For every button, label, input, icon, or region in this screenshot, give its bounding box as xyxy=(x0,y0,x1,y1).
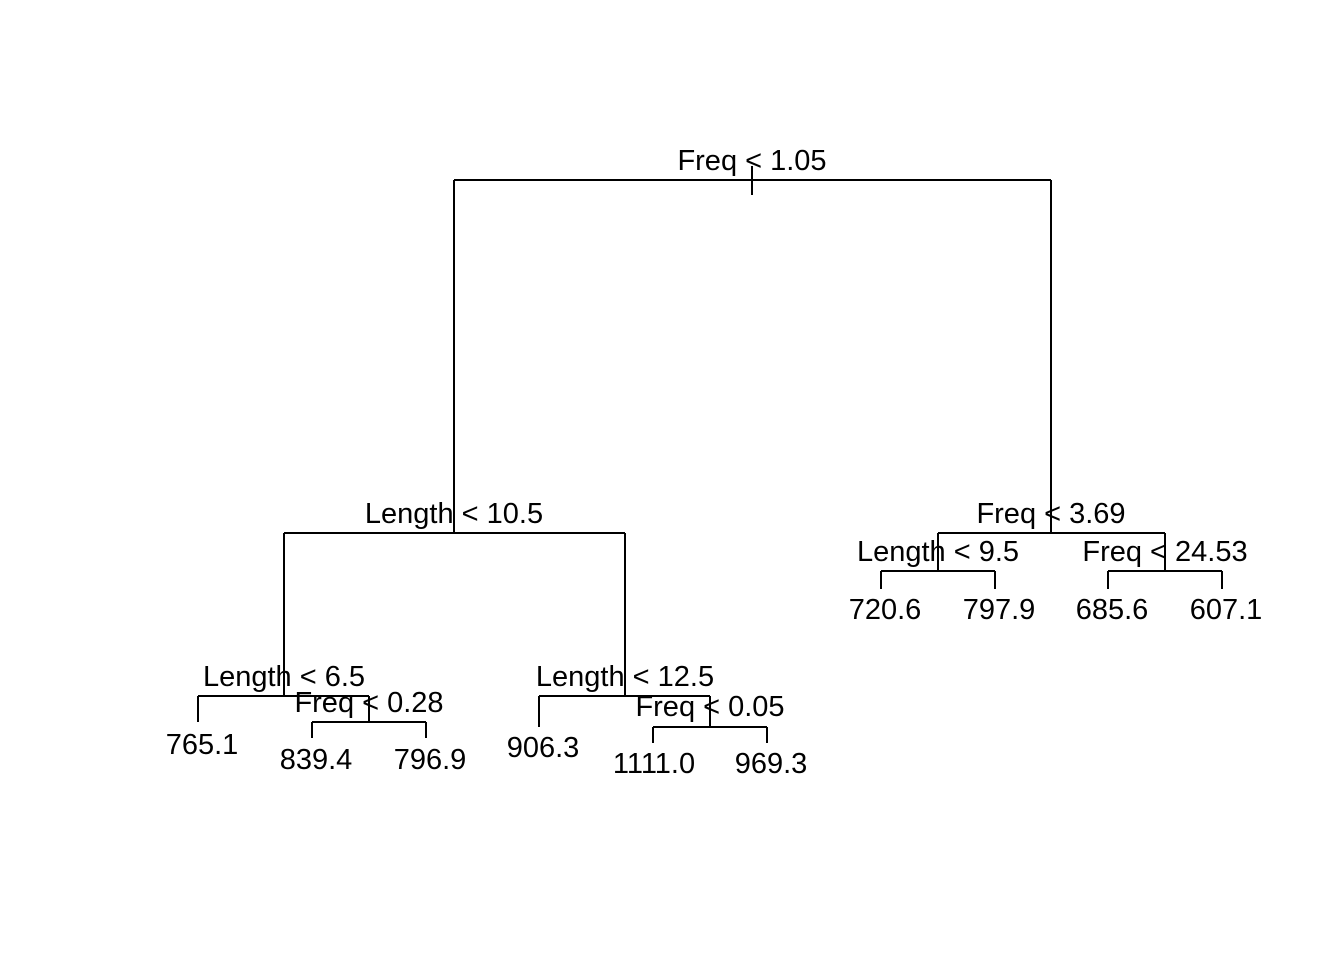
leaf-value: 607.1 xyxy=(1190,594,1263,626)
leaf-value: 796.9 xyxy=(394,744,467,776)
split-node-left-right: Length < 12.5 xyxy=(536,661,714,727)
split-label-left-left: Length < 6.5 xyxy=(203,661,365,693)
leaf-values: 765.1 839.4 796.9 906.3 1111.0 969.3 720… xyxy=(166,594,1263,780)
leaf-value: 906.3 xyxy=(507,732,580,764)
leaf-value: 1111.0 xyxy=(613,748,695,780)
split-node-left-right-right: Freq < 0.05 xyxy=(635,691,785,743)
split-label-root: Freq < 1.05 xyxy=(677,145,826,177)
split-node-right-left: Length < 9.5 xyxy=(857,536,1019,589)
leaf-value: 765.1 xyxy=(166,729,239,761)
split-label-right-right: Freq < 24.53 xyxy=(1082,536,1247,568)
split-label-right-left: Length < 9.5 xyxy=(857,536,1019,568)
split-node-root: Freq < 1.05 xyxy=(453,145,1052,533)
split-node-left: Length < 10.5 xyxy=(283,498,626,696)
split-label-left-right-right: Freq < 0.05 xyxy=(635,691,784,723)
leaf-value: 685.6 xyxy=(1076,594,1149,626)
leaf-value: 969.3 xyxy=(735,748,808,780)
split-node-left-left-right: Freq < 0.28 xyxy=(294,687,444,738)
split-node-right: Freq < 3.69 xyxy=(937,498,1166,571)
leaf-value: 720.6 xyxy=(849,594,922,626)
split-node-left-left: Length < 6.5 xyxy=(197,661,370,722)
split-label-right: Freq < 3.69 xyxy=(976,498,1125,530)
split-node-right-right: Freq < 24.53 xyxy=(1082,536,1248,589)
split-label-left: Length < 10.5 xyxy=(365,498,543,530)
leaf-value: 839.4 xyxy=(280,744,353,776)
leaf-value: 797.9 xyxy=(963,594,1036,626)
split-label-left-right: Length < 12.5 xyxy=(536,661,714,693)
split-label-left-left-right: Freq < 0.28 xyxy=(294,687,443,719)
